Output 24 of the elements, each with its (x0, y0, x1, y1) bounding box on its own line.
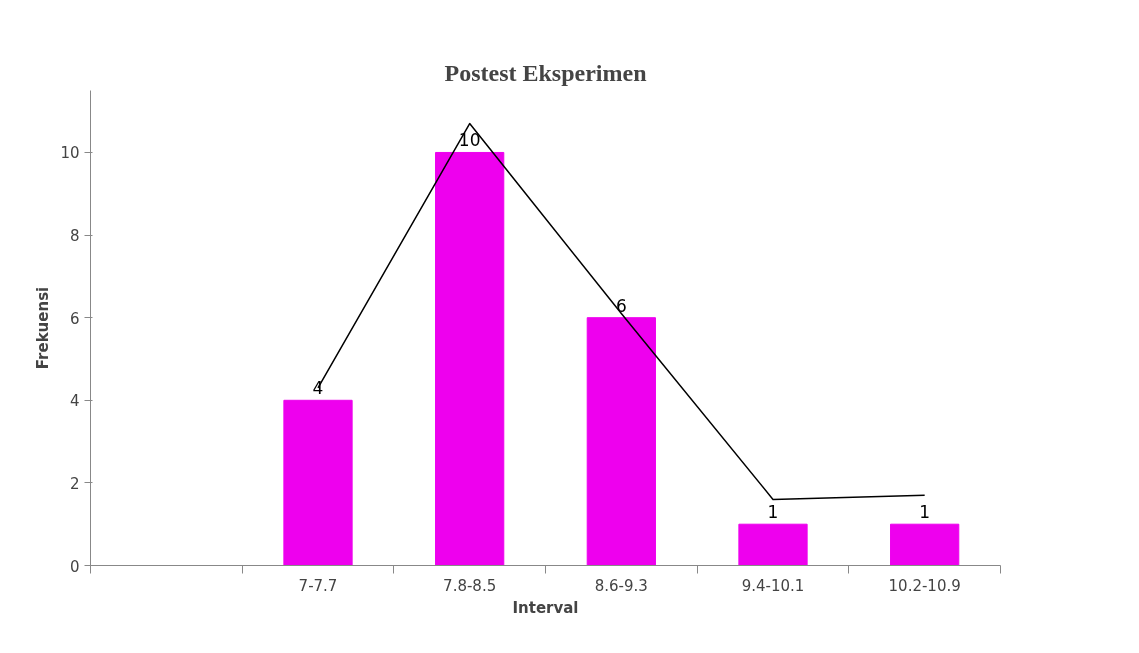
data-label: 6 (615, 295, 627, 316)
chart-title: Postest Eksperimen (444, 59, 647, 86)
bar (283, 399, 353, 566)
x-tick-label: 7-7.7 (298, 576, 338, 595)
data-label: 1 (919, 502, 931, 523)
y-tick-label: 6 (69, 309, 80, 328)
y-tick-label: 10 (60, 144, 80, 163)
y-tick-label: 2 (69, 474, 80, 493)
x-axis-title: Interval (512, 598, 579, 617)
bar (890, 523, 960, 566)
bar (738, 523, 808, 566)
x-tick-label: 9.4-10.1 (741, 576, 805, 595)
x-tick-label: 7.8-8.5 (443, 576, 497, 595)
y-tick-label: 8 (69, 227, 80, 246)
bar (586, 317, 656, 566)
bar (435, 151, 505, 566)
x-tick-label: 8.6-9.3 (594, 576, 648, 595)
data-label: 4 (312, 378, 324, 399)
y-tick-label: 4 (69, 392, 80, 411)
data-label: 1 (767, 502, 779, 523)
y-tick-label: 0 (69, 557, 80, 576)
x-tick-label: 10.2-10.9 (888, 576, 961, 595)
data-label: 10 (458, 130, 481, 151)
y-axis-title: Frekuensi (34, 286, 53, 370)
